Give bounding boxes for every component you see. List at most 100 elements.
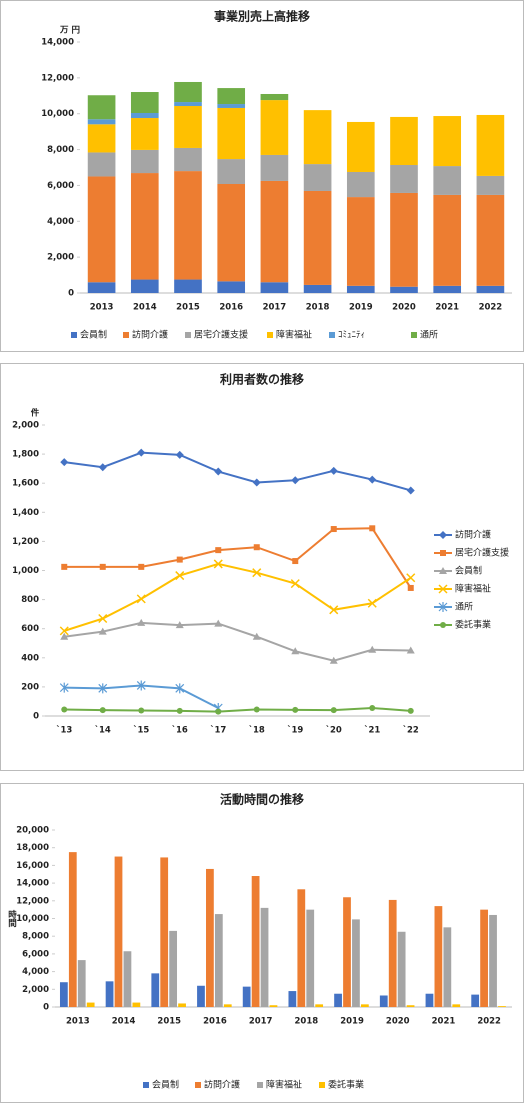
x-tick-label: `14 <box>95 725 111 736</box>
y-tick-label: 2,000 <box>12 421 39 431</box>
point <box>60 458 69 467</box>
bar-segment <box>217 159 246 184</box>
point <box>292 558 299 565</box>
point <box>329 605 339 615</box>
legend-label: 居宅介護支援 <box>455 547 509 559</box>
x-tick-label: 2016 <box>203 1017 227 1027</box>
bar-segment <box>87 176 116 283</box>
y-unit: 万 円 <box>59 26 80 36</box>
bar-segment <box>260 282 289 293</box>
x-tick-label: 2019 <box>349 303 373 313</box>
point <box>136 594 146 604</box>
bar <box>425 993 434 1007</box>
point <box>252 632 261 640</box>
point <box>368 475 377 484</box>
line <box>64 706 411 713</box>
bar-segment <box>303 284 332 293</box>
y-tick-label: 8,000 <box>47 145 74 155</box>
point <box>367 598 377 608</box>
bar-segment <box>476 194 505 286</box>
point <box>407 584 414 591</box>
bar-segment <box>346 197 375 286</box>
point <box>59 682 69 693</box>
bar-segment <box>476 285 505 293</box>
bar-segment <box>130 112 159 119</box>
bar <box>105 981 114 1007</box>
bar <box>206 868 214 1007</box>
bar-segment <box>87 95 116 120</box>
legend-label: 通所 <box>420 330 438 341</box>
legend-swatch <box>185 332 191 338</box>
legend-label: 障害福祉 <box>276 329 312 341</box>
bar <box>434 906 443 1007</box>
y-label: 時間 <box>7 909 17 928</box>
bar <box>123 951 132 1007</box>
y-tick-label: 800 <box>21 595 39 605</box>
legend-swatch <box>123 332 129 338</box>
x-tick-label: 2013 <box>66 1017 90 1027</box>
y-tick-label: 20,000 <box>16 826 49 836</box>
bar <box>251 876 260 1007</box>
legend-marker <box>440 622 446 628</box>
y-tick-label: 14,000 <box>41 38 74 48</box>
point <box>60 632 69 640</box>
y-tick-label: 1,200 <box>12 537 39 547</box>
bar <box>352 919 360 1007</box>
y-tick-label: 4,000 <box>22 967 49 977</box>
x-tick-label: `17 <box>210 725 226 736</box>
bar <box>498 1006 506 1007</box>
x-tick-label: 2020 <box>386 1017 410 1027</box>
point <box>175 450 184 459</box>
bar-segment <box>217 107 246 160</box>
bar <box>343 897 351 1007</box>
bar-segment <box>303 110 332 165</box>
bar-segment <box>130 279 159 293</box>
point <box>252 478 261 487</box>
bar-segment <box>217 281 246 293</box>
y-tick-label: 200 <box>21 682 39 692</box>
point <box>369 704 376 711</box>
bar-segment <box>174 102 202 107</box>
bar <box>443 927 452 1007</box>
y-tick-label: 10,000 <box>41 109 74 119</box>
bar-segment <box>174 81 202 103</box>
x-tick-label: `21 <box>364 725 380 736</box>
x-tick-label: 2020 <box>392 303 416 313</box>
bar <box>114 856 123 1007</box>
bar-segment <box>346 285 375 293</box>
legend-label: 委託事業 <box>455 619 491 631</box>
chart-title: 事業別売上高推移 <box>214 9 310 24</box>
bar <box>471 994 480 1007</box>
y-tick-label: 12,000 <box>16 896 49 906</box>
point <box>61 706 68 713</box>
bar <box>315 1004 324 1007</box>
bar-segment <box>390 192 418 287</box>
bar <box>480 909 488 1007</box>
y-tick-label: 2,000 <box>47 253 74 263</box>
point <box>329 656 338 664</box>
point <box>99 707 106 714</box>
point <box>214 467 223 476</box>
x-tick-label: 2021 <box>435 303 459 313</box>
legend-label: 訪問介護 <box>455 529 491 541</box>
x-tick-label: `18 <box>249 725 265 736</box>
point <box>406 646 415 654</box>
bar <box>397 931 406 1007</box>
legend-label: 会員制 <box>152 1079 179 1091</box>
y-tick-label: 10,000 <box>16 914 49 924</box>
point <box>292 706 299 713</box>
line <box>64 527 412 589</box>
legend-label: 会員制 <box>80 329 107 341</box>
y-tick-label: 14,000 <box>16 879 49 889</box>
point <box>253 706 260 713</box>
x-tick-label: `13 <box>56 725 72 736</box>
point <box>369 525 376 532</box>
bar <box>379 995 388 1007</box>
bar <box>151 973 160 1007</box>
bar <box>242 986 251 1007</box>
x-tick-label: 2013 <box>90 303 114 313</box>
y-tick-label: 6,000 <box>47 181 74 191</box>
point <box>98 613 108 624</box>
